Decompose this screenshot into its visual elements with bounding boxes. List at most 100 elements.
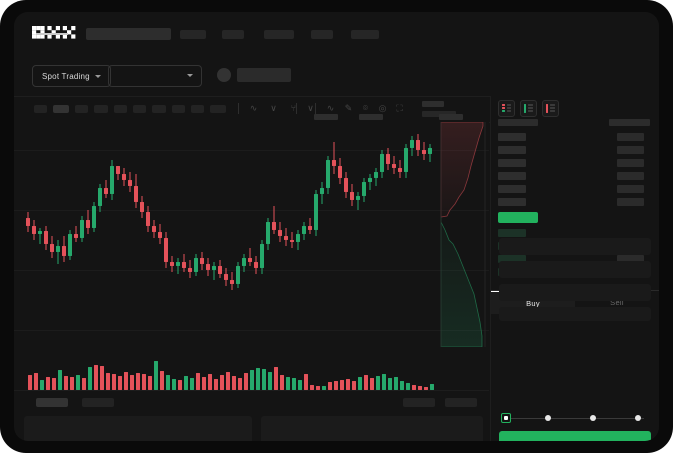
- volume-bar: [238, 378, 242, 390]
- tab-open-orders[interactable]: [36, 398, 68, 407]
- candlestick: [428, 122, 432, 390]
- orderbook-ask-row[interactable]: [498, 159, 526, 167]
- volume-bar: [154, 361, 158, 390]
- candlestick: [410, 122, 414, 390]
- candlestick: [368, 122, 372, 390]
- indicators-icon[interactable]: ∿: [249, 103, 258, 113]
- volume-bar: [340, 380, 344, 390]
- candlestick: [128, 122, 132, 390]
- camera-icon[interactable]: ⌾: [362, 103, 369, 113]
- trading-pair-bar: Spot Trading: [14, 54, 659, 130]
- orderbook-ask-row[interactable]: [498, 185, 526, 193]
- chart-gridline: [14, 270, 489, 271]
- volume-bar: [310, 385, 314, 390]
- bottom-panel-right[interactable]: [261, 416, 483, 441]
- volume-bar: [346, 379, 350, 390]
- candlestick: [62, 122, 66, 390]
- timeframe-1m[interactable]: [34, 105, 47, 113]
- orderbook-ask-row[interactable]: [498, 198, 526, 206]
- orderbook-ask-row[interactable]: [498, 146, 526, 154]
- chart-gridline: [14, 210, 489, 211]
- price-field[interactable]: [499, 261, 651, 278]
- candlestick: [134, 122, 138, 390]
- slider-stop-50[interactable]: [590, 414, 596, 421]
- candlestick: [350, 122, 354, 390]
- volume-chart: [14, 342, 489, 390]
- slider-handle[interactable]: [501, 413, 511, 423]
- orderbook-mode-both[interactable]: [498, 100, 515, 117]
- candlestick: [26, 122, 30, 390]
- nav-item-4[interactable]: [311, 30, 333, 39]
- candlestick: [32, 122, 36, 390]
- buy-submit-button[interactable]: [499, 431, 651, 441]
- candlestick: [164, 122, 168, 390]
- timeframe-30m[interactable]: [94, 105, 108, 113]
- nav-item-5[interactable]: [351, 30, 379, 39]
- orderbook-bid-row[interactable]: [498, 229, 526, 237]
- tab-sell[interactable]: Sell: [575, 291, 659, 313]
- orderbook-bid-row[interactable]: [498, 255, 526, 263]
- candlestick: [224, 122, 228, 390]
- candlestick: [314, 122, 318, 390]
- candlestick: [116, 122, 120, 390]
- candlestick: [44, 122, 48, 390]
- line-chart-icon[interactable]: ∿: [326, 103, 335, 113]
- timeframe-1w[interactable]: [172, 105, 185, 113]
- fullscreen-icon[interactable]: ⛶: [396, 103, 403, 113]
- nav-item-3[interactable]: [264, 30, 294, 39]
- nav-item-2[interactable]: [222, 30, 244, 39]
- timeframe-5m[interactable]: [53, 105, 69, 113]
- order-type-field[interactable]: [499, 238, 651, 255]
- tab-order-history[interactable]: [82, 398, 114, 407]
- orderbook-ask-row[interactable]: [498, 133, 526, 141]
- orderbook-ask-row[interactable]: [498, 172, 526, 180]
- timeframe-4h[interactable]: [133, 105, 146, 113]
- timeframe-15m[interactable]: [75, 105, 88, 113]
- volume-bar: [112, 374, 116, 390]
- volume-bar: [178, 380, 182, 390]
- orderbook-mode-bids[interactable]: [520, 100, 537, 117]
- draw-pencil-icon[interactable]: ✎: [344, 103, 353, 113]
- candlestick: [392, 122, 396, 390]
- timeframe-1h[interactable]: [114, 105, 127, 113]
- candlestick: [290, 122, 294, 390]
- nav-item-1[interactable]: [180, 30, 206, 39]
- candlestick: [296, 122, 300, 390]
- orderbook-mode-asks[interactable]: [542, 100, 559, 117]
- candlestick: [188, 122, 192, 390]
- order-book-depth-overlay: [437, 122, 489, 347]
- candlestick: [194, 122, 198, 390]
- price-chart[interactable]: [14, 122, 489, 390]
- slider-stop-75[interactable]: [635, 414, 641, 421]
- bottom-panel-left[interactable]: [24, 416, 252, 441]
- spot-trading-dropdown[interactable]: Spot Trading: [32, 65, 111, 87]
- volume-bar: [268, 372, 272, 390]
- candlestick: [266, 122, 270, 390]
- total-field[interactable]: [499, 307, 651, 321]
- timeframe-more[interactable]: [210, 105, 226, 113]
- candlestick: [344, 122, 348, 390]
- chevron-down-icon[interactable]: ∨: [307, 103, 314, 113]
- pair-select[interactable]: [108, 65, 202, 87]
- okx-logo[interactable]: [32, 26, 76, 39]
- amount-field[interactable]: [499, 284, 651, 301]
- timeframe-1d[interactable]: [152, 105, 166, 113]
- bottom-action-2[interactable]: [445, 398, 477, 407]
- timeframe-1M[interactable]: [191, 105, 204, 113]
- candlestick: [242, 122, 246, 390]
- tab-sell-label: Sell: [610, 297, 624, 307]
- amount-slider[interactable]: [501, 413, 649, 423]
- candle-type-icon[interactable]: ⑂: [290, 103, 297, 113]
- volume-bar: [328, 382, 332, 390]
- search-input[interactable]: [86, 28, 171, 40]
- settings-gear-icon[interactable]: ◎: [378, 103, 387, 113]
- bottom-action-1[interactable]: [403, 398, 435, 407]
- volume-bar: [256, 368, 260, 390]
- volume-bar: [208, 374, 212, 390]
- candlestick: [80, 122, 84, 390]
- compare-icon[interactable]: ∨: [270, 103, 277, 113]
- slider-stop-25[interactable]: [545, 414, 551, 421]
- orderbook-header-price: [498, 119, 538, 126]
- candlestick: [92, 122, 96, 390]
- volume-bar: [46, 377, 50, 390]
